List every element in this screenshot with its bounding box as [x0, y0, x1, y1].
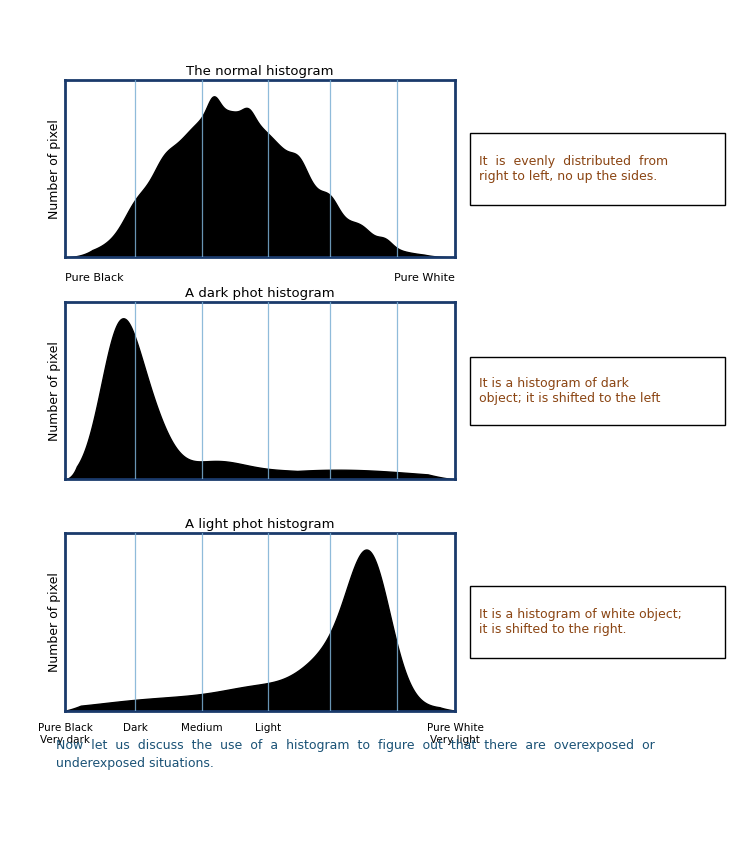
- Y-axis label: Number of pixel: Number of pixel: [48, 572, 61, 672]
- Title: A dark phot histogram: A dark phot histogram: [185, 287, 335, 300]
- Y-axis label: Number of pixel: Number of pixel: [48, 119, 61, 219]
- Title: The normal histogram: The normal histogram: [186, 65, 334, 78]
- Text: It  is  evenly  distributed  from
right to left, no up the sides.: It is evenly distributed from right to l…: [479, 154, 668, 183]
- Text: Light: Light: [255, 723, 281, 733]
- Text: Medium: Medium: [181, 723, 223, 733]
- Text: Pure Black
Very dark: Pure Black Very dark: [38, 723, 92, 745]
- Text: Dark: Dark: [123, 723, 148, 733]
- Y-axis label: Number of pixel: Number of pixel: [48, 341, 61, 441]
- Text: It is a histogram of white object;
it is shifted to the right.: It is a histogram of white object; it is…: [479, 608, 682, 636]
- Text: Pure Black: Pure Black: [65, 273, 124, 283]
- Text: Now  let  us  discuss  the  use  of  a  histogram  to  figure  out  that  there : Now let us discuss the use of a histogra…: [56, 738, 654, 771]
- Text: Pure White
Very light: Pure White Very light: [427, 723, 483, 745]
- Text: Pure White: Pure White: [394, 273, 455, 283]
- Text: It is a histogram of dark
object; it is shifted to the left: It is a histogram of dark object; it is …: [479, 376, 660, 405]
- Title: A light phot histogram: A light phot histogram: [185, 518, 335, 531]
